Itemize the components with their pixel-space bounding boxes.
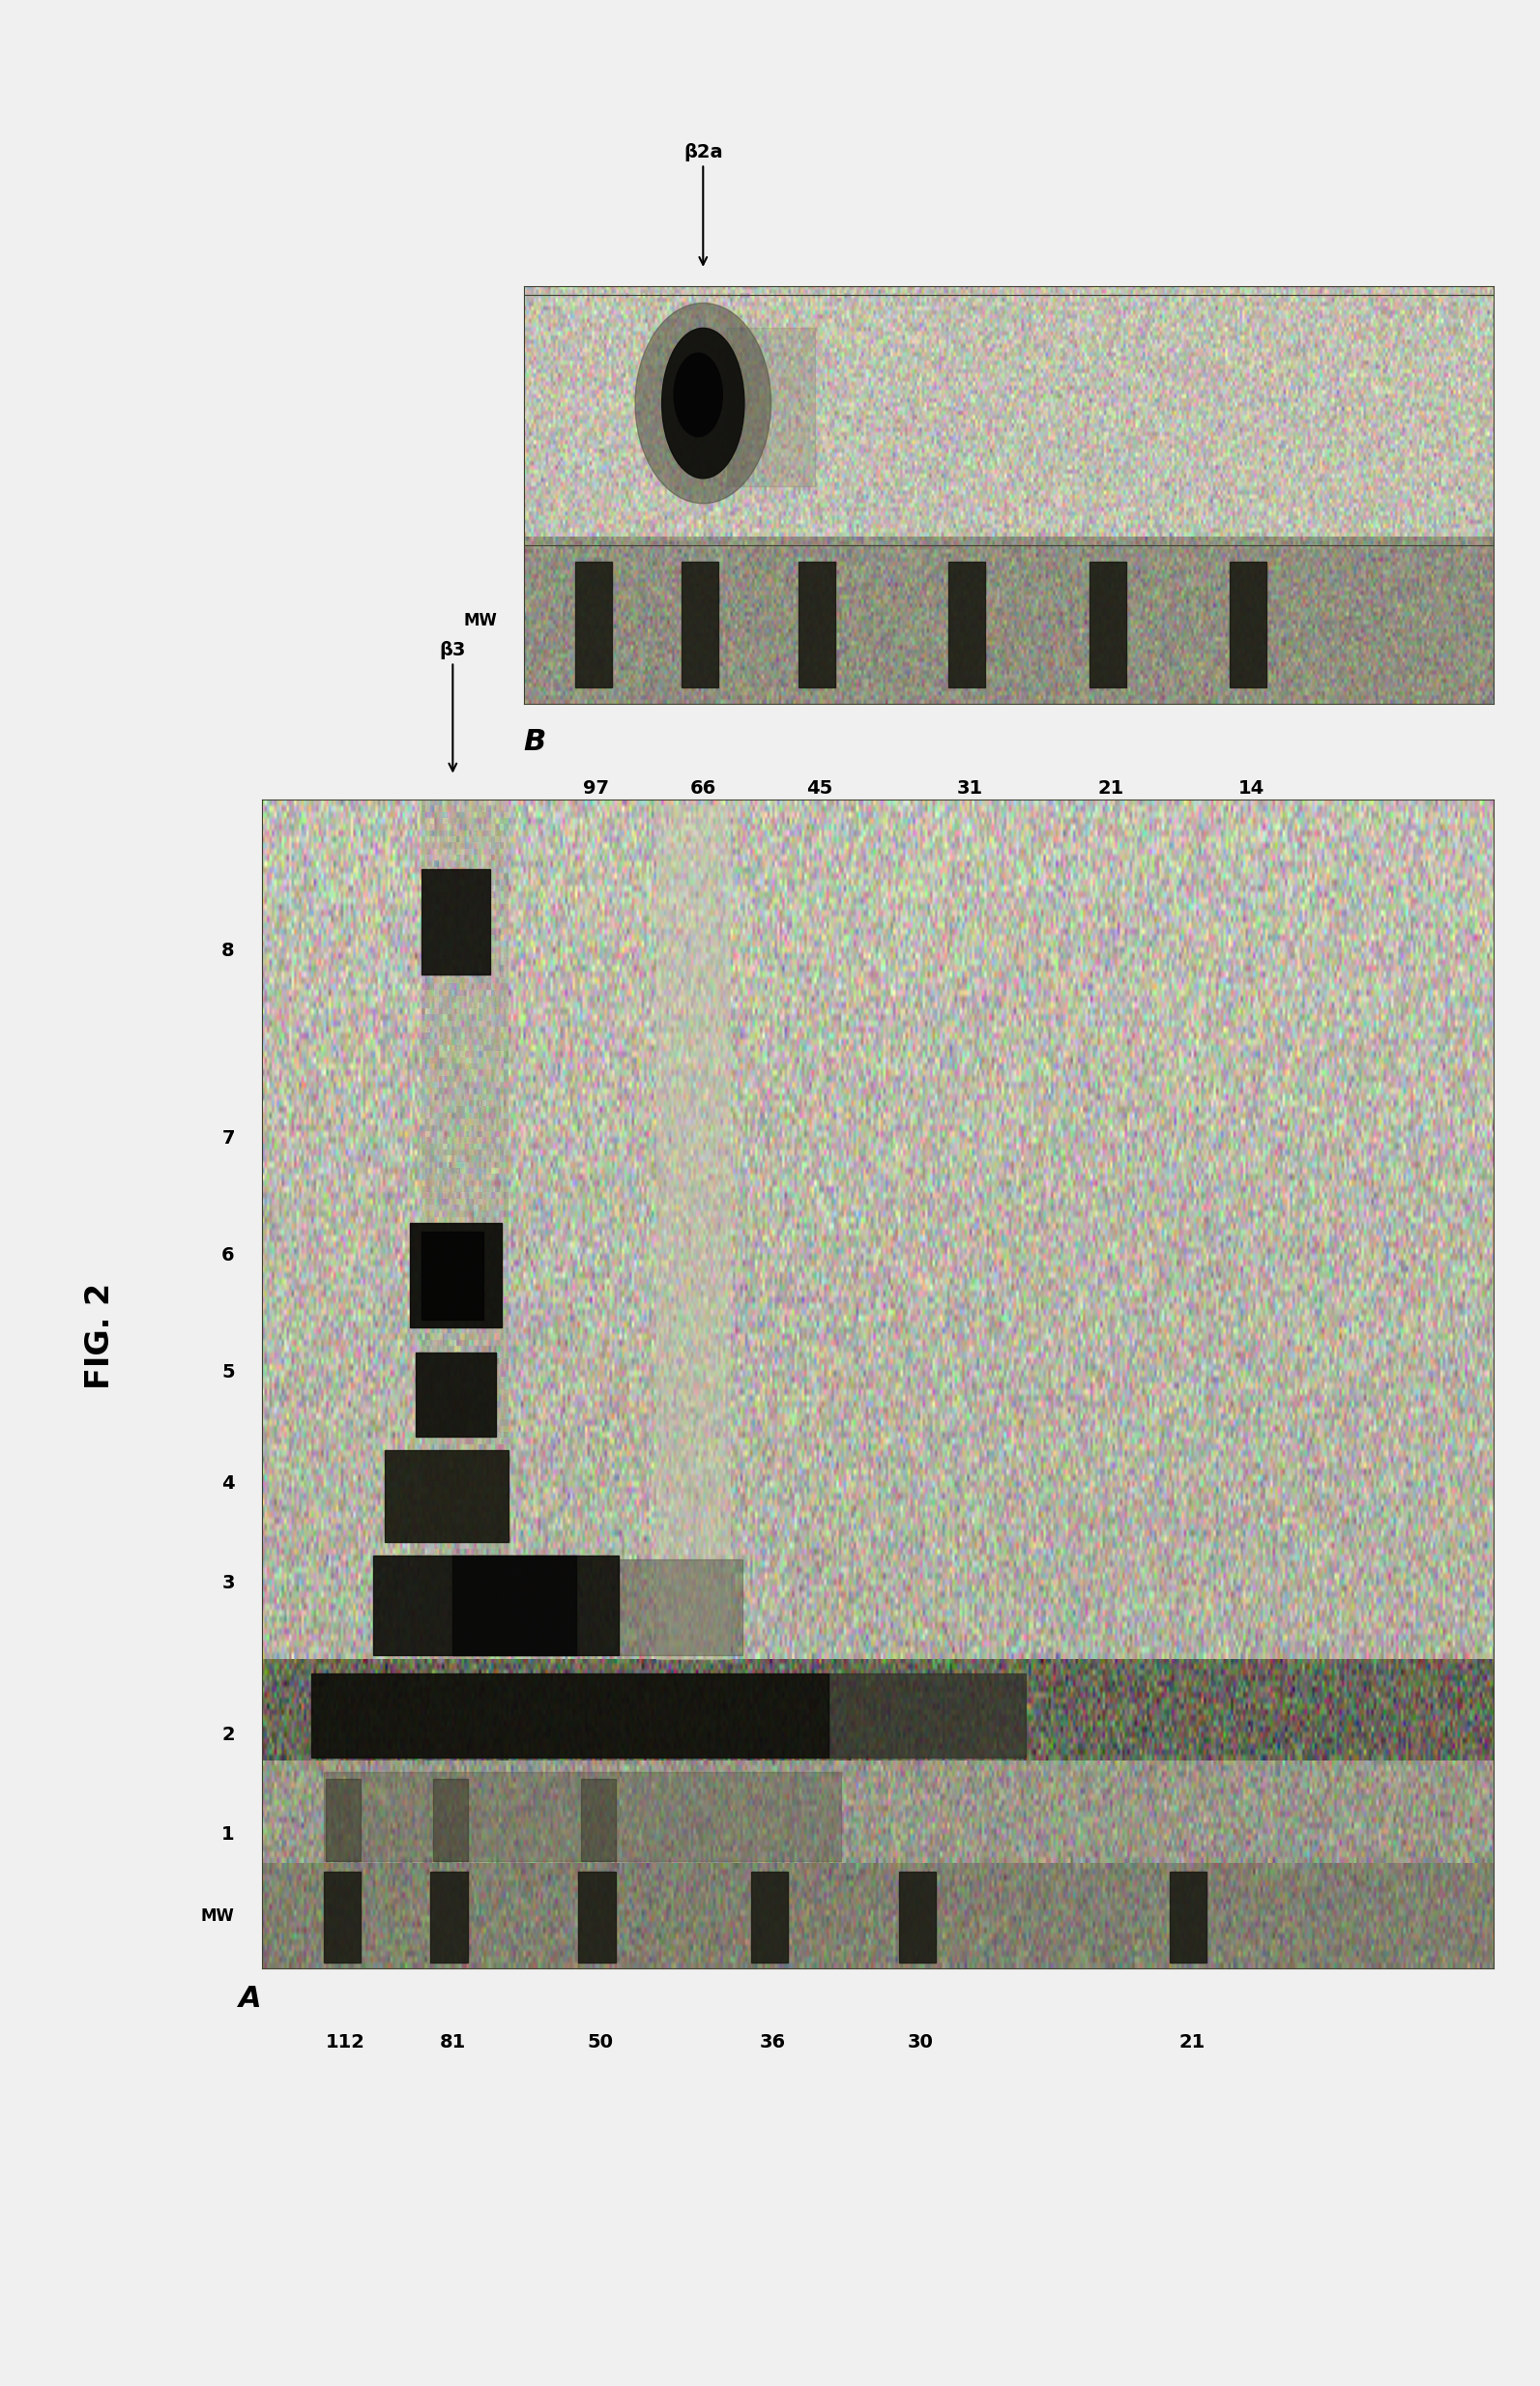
Text: 8: 8 <box>222 942 234 962</box>
Bar <box>422 869 490 973</box>
Bar <box>410 1222 502 1327</box>
Text: 1: 1 <box>222 1825 234 1842</box>
Bar <box>433 1780 468 1861</box>
Text: 36: 36 <box>759 2033 787 2052</box>
Bar <box>727 329 815 487</box>
Text: 31: 31 <box>956 780 983 797</box>
Text: 45: 45 <box>807 780 833 797</box>
Bar <box>453 1556 576 1656</box>
Text: 30: 30 <box>909 2033 933 2052</box>
Text: 21: 21 <box>1178 2033 1206 2052</box>
Text: MW: MW <box>202 1906 234 1926</box>
Bar <box>949 563 986 687</box>
Bar <box>656 804 730 1658</box>
Bar <box>373 1556 619 1656</box>
Text: B: B <box>524 728 547 756</box>
Bar <box>581 1780 616 1861</box>
Bar <box>899 1871 936 1964</box>
Bar <box>416 1353 496 1436</box>
Text: 21: 21 <box>1098 780 1124 797</box>
Bar <box>574 563 611 687</box>
Bar <box>431 1871 468 1964</box>
Text: FIG. 2: FIG. 2 <box>85 1284 115 1389</box>
Text: 4: 4 <box>222 1475 234 1491</box>
Text: 81: 81 <box>439 2033 467 2052</box>
Text: 2: 2 <box>222 1725 234 1744</box>
Bar <box>1230 563 1267 687</box>
Text: β3: β3 <box>439 642 467 771</box>
Text: MW: MW <box>464 611 497 630</box>
Bar <box>323 1773 841 1861</box>
Bar <box>752 1871 788 1964</box>
Ellipse shape <box>675 353 722 437</box>
Bar <box>798 563 835 687</box>
Bar <box>619 1560 742 1656</box>
Text: A: A <box>239 1985 262 2014</box>
Ellipse shape <box>662 327 744 477</box>
Bar <box>1170 1871 1207 1964</box>
Text: 6: 6 <box>222 1245 234 1265</box>
Text: 97: 97 <box>584 780 610 797</box>
Bar <box>311 1675 829 1758</box>
Bar <box>422 1231 484 1319</box>
Bar <box>326 1780 360 1861</box>
Bar <box>682 563 719 687</box>
Text: β2a: β2a <box>684 143 722 265</box>
Text: 66: 66 <box>690 780 716 797</box>
Text: 5: 5 <box>222 1362 234 1381</box>
Bar <box>323 1871 360 1964</box>
Ellipse shape <box>634 303 772 503</box>
Text: 14: 14 <box>1238 780 1264 797</box>
Text: 7: 7 <box>222 1129 234 1148</box>
Bar <box>1089 563 1126 687</box>
Bar <box>385 1451 508 1541</box>
Text: 112: 112 <box>326 2033 365 2052</box>
Text: 50: 50 <box>588 2033 613 2052</box>
Bar <box>579 1871 616 1964</box>
Bar <box>829 1675 1026 1758</box>
Text: 3: 3 <box>222 1572 234 1591</box>
